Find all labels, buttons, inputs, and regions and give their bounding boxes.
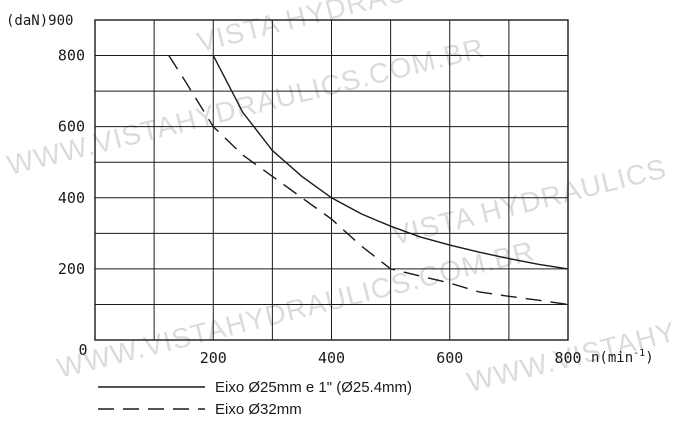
legend: Eixo Ø25mm e 1" (Ø25.4mm) Eixo Ø32mm [98,379,412,418]
x-axis-label-text: n(min [591,350,633,366]
plot-frame [94,19,569,341]
x-tick-label: 0 [78,341,87,359]
y-tick-label: 800 [58,47,85,65]
x-tick-label: 600 [436,349,463,367]
x-tick-label: 400 [318,349,345,367]
x-tick-label: 800 [554,349,581,367]
series-line [212,55,569,270]
watermark-text: WWW.VISTAHYDRAULICS.COM.BR [54,235,538,384]
y-axis-label: (daN)900 [6,13,73,29]
y-tick-label: 400 [58,189,85,207]
x-axis-label-close: ) [645,350,653,366]
y-tick-label: 200 [58,260,85,278]
x-axis-label-exponent: -1 [633,348,645,359]
grid [95,20,568,340]
y-tick-label: 600 [58,118,85,136]
x-axis-label: n(min-1) [591,348,654,366]
tick-labels: 200 400 600 800 200 400 600 800 0 [58,47,582,367]
legend-label: Eixo Ø25mm e 1" (Ø25.4mm) [215,379,412,396]
series-layer [168,55,569,306]
legend-label: Eixo Ø32mm [215,401,302,418]
x-tick-label: 200 [200,349,227,367]
